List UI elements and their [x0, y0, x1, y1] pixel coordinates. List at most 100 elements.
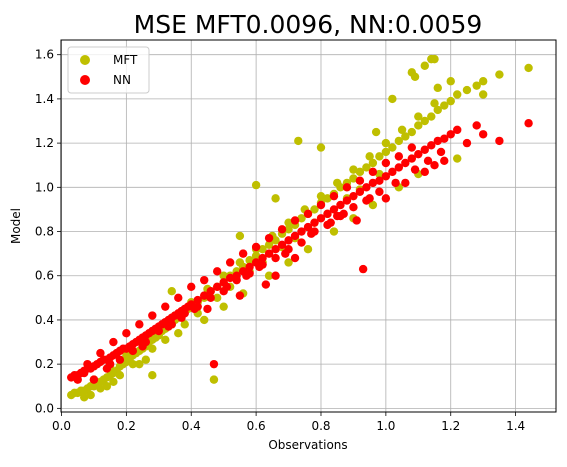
- y-tick-label: 0.6: [35, 269, 54, 283]
- data-point-nn: [391, 178, 400, 188]
- data-point-nn: [394, 163, 404, 172]
- data-point-nn: [135, 320, 144, 329]
- plot-area-frame: [60, 39, 557, 413]
- data-point-nn: [355, 176, 365, 185]
- data-point-nn: [79, 368, 89, 378]
- data-point-nn: [352, 216, 361, 225]
- x-tick-label: 0.8: [311, 419, 330, 433]
- data-point-nn: [394, 152, 404, 161]
- series-nn: [67, 119, 533, 384]
- chart-title: MSE MFT0.0096, NN:0.0059: [134, 10, 483, 39]
- data-point-mft: [135, 359, 144, 369]
- data-point-mft: [430, 99, 439, 108]
- data-point-nn: [297, 238, 306, 247]
- data-point-nn: [381, 158, 391, 168]
- data-point-mft: [446, 96, 455, 106]
- data-point-mft: [462, 85, 472, 95]
- data-point-nn: [161, 302, 170, 311]
- data-point-nn: [212, 282, 222, 291]
- data-point-nn: [401, 158, 410, 168]
- data-point-mft: [294, 136, 303, 146]
- data-point-mft: [375, 169, 384, 179]
- data-point-mft: [219, 271, 228, 280]
- data-point-nn: [122, 329, 131, 338]
- data-point-nn: [430, 161, 439, 170]
- data-point-nn: [225, 273, 235, 283]
- data-point-nn: [524, 119, 533, 128]
- x-tick-label: 1.2: [441, 419, 460, 433]
- data-point-mft: [414, 121, 423, 130]
- data-point-nn: [177, 313, 186, 322]
- data-point-mft: [381, 138, 391, 148]
- data-point-nn: [303, 222, 313, 232]
- y-tick-label: 1.4: [35, 92, 54, 106]
- data-point-mft: [478, 77, 488, 86]
- data-point-nn: [440, 134, 449, 143]
- data-point-nn: [336, 200, 345, 210]
- data-point-nn: [427, 141, 436, 150]
- data-point-nn: [271, 245, 280, 254]
- x-tick-label: 0.4: [182, 419, 201, 433]
- data-point-nn: [222, 282, 232, 291]
- data-point-nn: [388, 167, 397, 177]
- data-point-mft: [102, 382, 112, 391]
- data-point-nn: [368, 167, 378, 177]
- data-point-nn: [251, 242, 261, 252]
- data-point-nn: [271, 253, 280, 263]
- data-point-mft: [200, 315, 209, 325]
- data-point-mft: [212, 293, 222, 303]
- data-point-mft: [365, 152, 374, 161]
- data-point-mft: [284, 258, 293, 267]
- data-point-nn: [203, 304, 212, 314]
- y-axis-label: Model: [9, 208, 23, 244]
- legend: MFT NN: [67, 46, 150, 94]
- data-point-nn: [255, 262, 264, 272]
- data-point-mft: [388, 94, 397, 104]
- x-tick-label: 0.0: [52, 419, 71, 433]
- y-tick-label: 1.6: [35, 48, 54, 62]
- data-point-nn: [453, 125, 462, 135]
- legend-marker-mft: [80, 55, 90, 65]
- data-point-nn: [264, 233, 274, 243]
- data-point-mft: [109, 377, 118, 387]
- data-point-mft: [297, 214, 306, 223]
- data-point-nn: [89, 375, 99, 384]
- data-point-mft: [371, 127, 381, 137]
- data-point-nn: [381, 172, 391, 181]
- data-point-nn: [154, 326, 163, 336]
- data-point-mft: [329, 227, 339, 236]
- data-point-nn: [164, 322, 173, 331]
- data-point-nn: [264, 249, 274, 258]
- data-point-nn: [212, 267, 222, 276]
- data-point-mft: [368, 158, 378, 168]
- data-point-mft: [453, 154, 462, 163]
- data-point-nn: [329, 191, 339, 201]
- data-point-nn: [420, 145, 429, 154]
- data-point-nn: [190, 304, 199, 314]
- data-point-nn: [446, 130, 455, 139]
- x-tick-label: 0.2: [117, 419, 136, 433]
- data-point-mft: [167, 287, 176, 296]
- x-tick-label: 1.0: [376, 419, 395, 433]
- data-point-nn: [358, 264, 368, 274]
- data-point-nn: [242, 271, 251, 280]
- data-point-mft: [128, 359, 138, 369]
- y-tick-label: 0.0: [35, 401, 54, 415]
- data-point-mft: [271, 194, 280, 203]
- data-points: [67, 54, 533, 402]
- data-point-nn: [323, 209, 332, 219]
- data-point-nn: [290, 216, 300, 225]
- data-point-nn: [238, 249, 248, 258]
- data-point-mft: [180, 320, 189, 329]
- data-point-nn: [355, 187, 365, 196]
- data-point-nn: [462, 138, 472, 148]
- data-point-mft: [235, 258, 245, 267]
- data-point-nn: [349, 191, 358, 201]
- data-point-nn: [96, 348, 105, 358]
- data-point-nn: [206, 287, 215, 296]
- data-point-nn: [200, 291, 209, 300]
- y-tick-label: 1.2: [35, 136, 54, 150]
- legend-label-mft: MFT: [113, 53, 138, 67]
- data-point-mft: [323, 194, 332, 203]
